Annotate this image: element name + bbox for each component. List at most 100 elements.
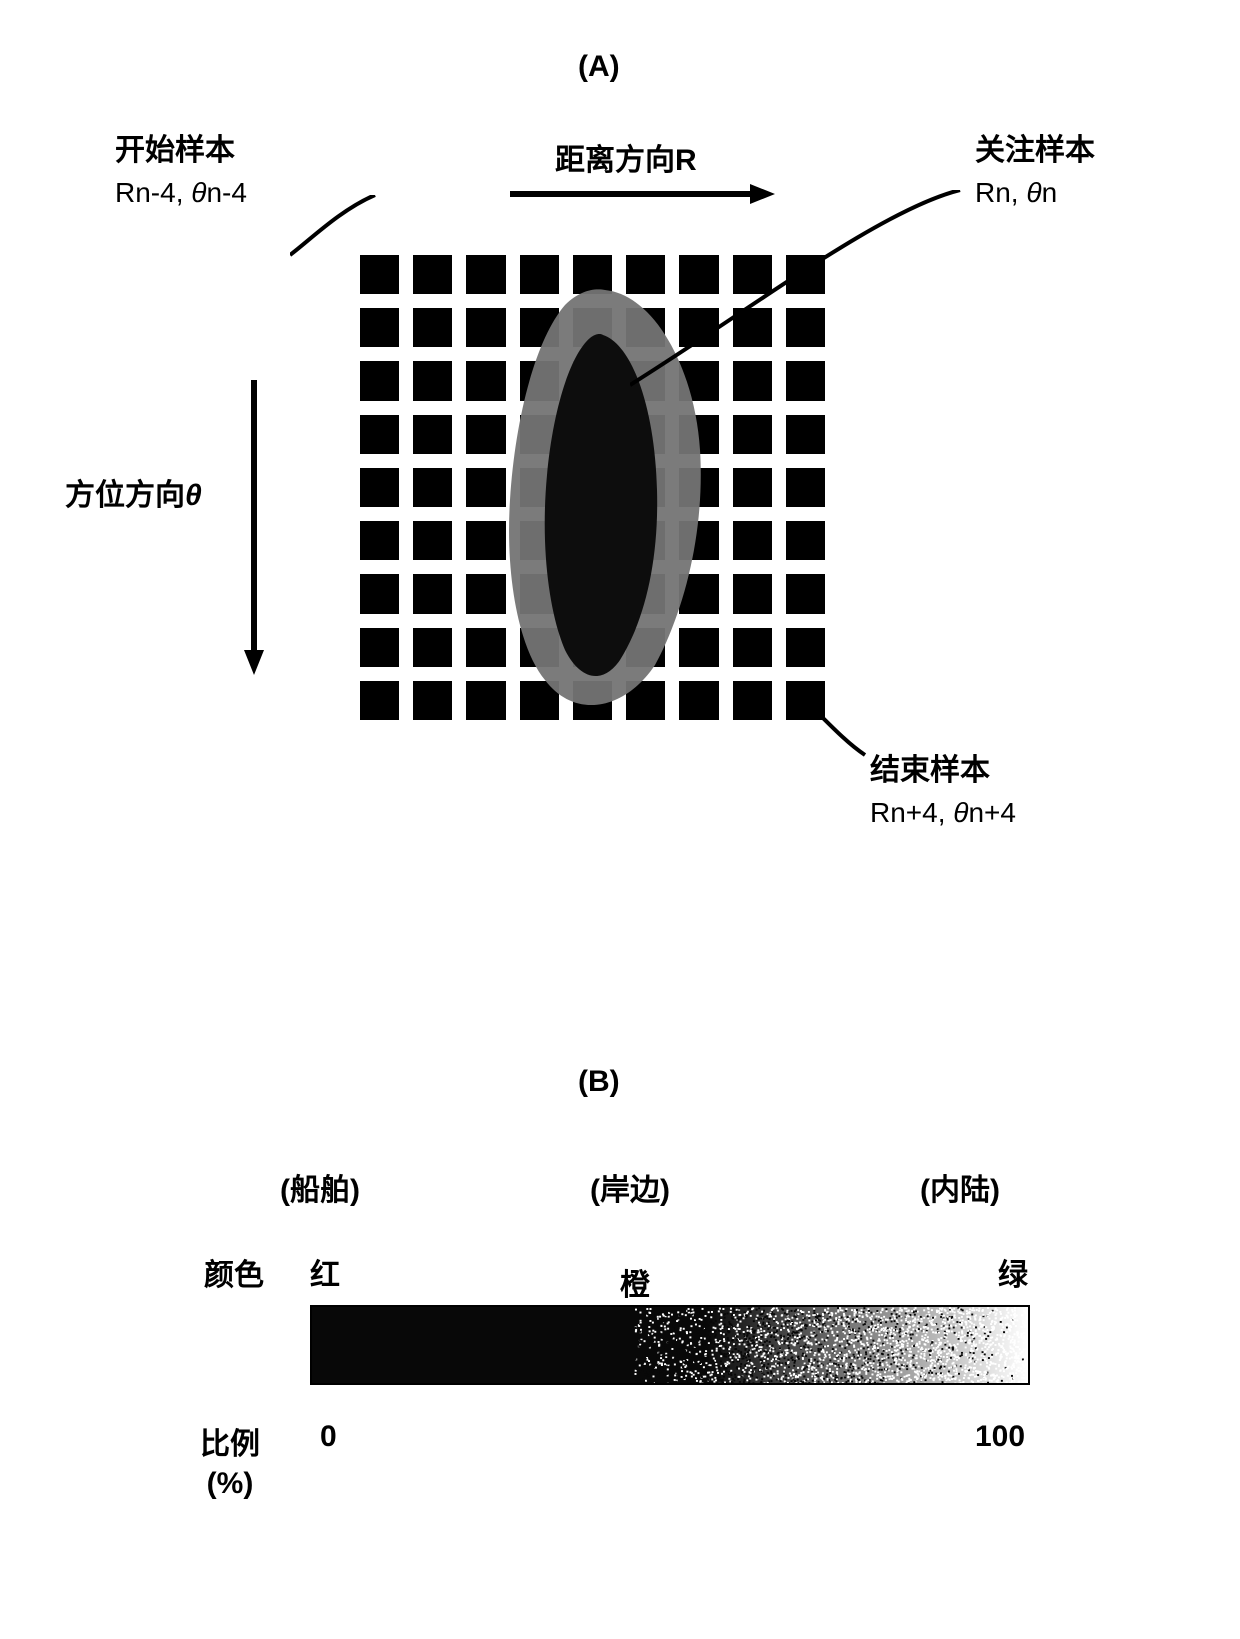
azimuth-arrow-icon xyxy=(240,380,270,680)
grid-cell xyxy=(679,628,718,667)
ratio-max: 100 xyxy=(975,1420,1025,1454)
ratio-min: 0 xyxy=(320,1420,337,1454)
ratio-label-line1: 比例 xyxy=(200,1428,260,1461)
panel-a-label: (A) xyxy=(578,50,620,84)
grid-cell xyxy=(679,415,718,454)
start-sample-sub: Rn-4, θn-4 xyxy=(115,177,247,208)
grid-cell xyxy=(733,628,772,667)
grid-cell xyxy=(626,574,665,613)
theta-glyph: θ xyxy=(191,177,206,208)
focus-sample-sub-pre: Rn, xyxy=(975,177,1026,208)
color-orange-label: 橙 xyxy=(620,1260,650,1304)
grid-cell xyxy=(466,468,505,507)
panel-b-label: (B) xyxy=(578,1065,620,1099)
grid-cell xyxy=(360,255,399,294)
category-ship-label: (船舶) xyxy=(280,1165,360,1209)
grid-cell xyxy=(733,468,772,507)
ratio-label-line2: (%) xyxy=(207,1467,254,1500)
grid-cell xyxy=(520,415,559,454)
focus-sample-label: 关注样本 Rn, θn xyxy=(975,130,1095,214)
grid-cell xyxy=(520,468,559,507)
distance-direction-label: 距离方向R xyxy=(555,135,697,179)
grid-cell xyxy=(626,521,665,560)
grid-cell xyxy=(413,308,452,347)
grid-cell xyxy=(786,574,825,613)
color-red-label: 红 xyxy=(310,1250,340,1294)
category-shore-label: (岸边) xyxy=(590,1165,670,1209)
grid-cell xyxy=(573,521,612,560)
end-sample-sub: Rn+4, θn+4 xyxy=(870,797,1016,828)
grid-cell xyxy=(360,415,399,454)
start-sample-sub-pre: Rn-4, xyxy=(115,177,191,208)
grid-cell xyxy=(679,521,718,560)
grid-cell xyxy=(360,361,399,400)
focus-sample-sub: Rn, θn xyxy=(975,177,1057,208)
grid-cell xyxy=(733,415,772,454)
grid-cell xyxy=(413,361,452,400)
grid-cell xyxy=(679,574,718,613)
grid-cell xyxy=(466,308,505,347)
grid-cell xyxy=(520,521,559,560)
grid-cell xyxy=(573,255,612,294)
ratio-label: 比例 (%) xyxy=(200,1425,260,1503)
grid-cell xyxy=(679,681,718,720)
gradient-bar xyxy=(310,1305,1030,1385)
grid-cell xyxy=(626,628,665,667)
grid-cell xyxy=(626,468,665,507)
azimuth-label-pre: 方位方向 xyxy=(65,479,185,512)
grid-cell xyxy=(520,308,559,347)
grid-cell xyxy=(786,415,825,454)
grid-cell xyxy=(573,468,612,507)
grid-cell xyxy=(360,468,399,507)
grid-cell xyxy=(679,468,718,507)
grid-cell xyxy=(786,521,825,560)
end-sample-title: 结束样本 xyxy=(870,754,990,787)
grid-cell xyxy=(573,361,612,400)
category-inland-label: (内陆) xyxy=(920,1165,1000,1209)
grid-cell xyxy=(466,681,505,720)
grid-cell xyxy=(360,681,399,720)
theta-glyph: θ xyxy=(1026,177,1041,208)
grid-cell xyxy=(626,681,665,720)
start-sample-label: 开始样本 Rn-4, θn-4 xyxy=(115,130,247,214)
grid-cell xyxy=(360,574,399,613)
panel-a: (A) 开始样本 Rn-4, θn-4 距离方向R 关注样本 Rn, θn 方位… xyxy=(0,0,1240,900)
callout-start-line xyxy=(290,195,380,260)
callout-end-line xyxy=(820,715,870,760)
grid-cell xyxy=(466,415,505,454)
grid-cell xyxy=(466,628,505,667)
start-sample-sub-post: n-4 xyxy=(206,177,246,208)
grid-cell xyxy=(360,521,399,560)
grid-cell xyxy=(733,681,772,720)
focus-sample-title: 关注样本 xyxy=(975,134,1095,167)
grid-cell xyxy=(520,255,559,294)
page-container: (A) 开始样本 Rn-4, θn-4 距离方向R 关注样本 Rn, θn 方位… xyxy=(0,0,1240,1639)
theta-glyph: θ xyxy=(185,479,202,512)
azimuth-direction-label: 方位方向θ xyxy=(65,470,202,514)
grid-cell xyxy=(413,415,452,454)
grid-cell xyxy=(573,681,612,720)
grid-cell xyxy=(733,574,772,613)
color-row-label: 颜色 xyxy=(204,1250,264,1294)
end-sample-sub-pre: Rn+4, xyxy=(870,797,953,828)
focus-sample-sub-post: n xyxy=(1042,177,1058,208)
grid-cell xyxy=(520,574,559,613)
grid-cell xyxy=(413,468,452,507)
callout-focus-line xyxy=(630,190,965,395)
theta-glyph: θ xyxy=(953,797,968,828)
grid-cell xyxy=(413,681,452,720)
grid-cell xyxy=(733,521,772,560)
grid-cell xyxy=(466,361,505,400)
grid-cell xyxy=(413,574,452,613)
grid-cell xyxy=(360,308,399,347)
grid-cell xyxy=(413,521,452,560)
gradient-bar-svg xyxy=(312,1307,1028,1383)
grid-cell xyxy=(413,628,452,667)
grid-cell xyxy=(520,361,559,400)
grid-cell xyxy=(413,255,452,294)
start-sample-title: 开始样本 xyxy=(115,134,235,167)
grid-cell xyxy=(520,681,559,720)
grid-cell xyxy=(520,628,559,667)
end-sample-label: 结束样本 Rn+4, θn+4 xyxy=(870,750,1016,834)
color-green-label: 绿 xyxy=(998,1250,1028,1294)
